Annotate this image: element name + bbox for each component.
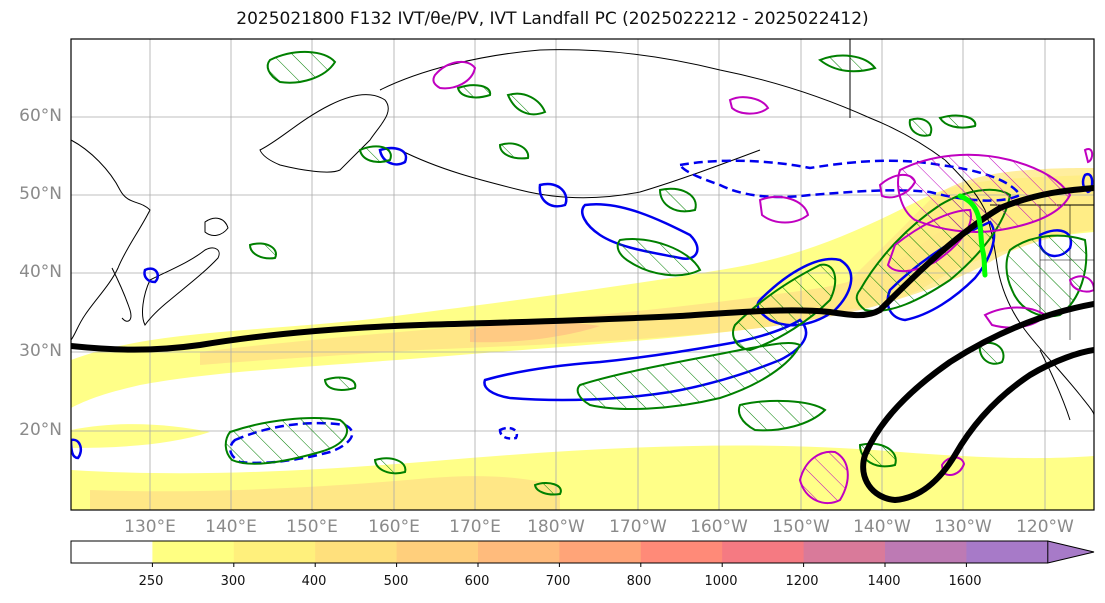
blue-contour-right-2 bbox=[1081, 172, 1094, 194]
blue-contour-small-2 bbox=[143, 267, 160, 284]
map-plot-area bbox=[71, 39, 1094, 510]
colorbar-label-800: 800 bbox=[626, 574, 652, 589]
ivt-band-max bbox=[470, 321, 600, 343]
lat-label-50: 50°N bbox=[19, 184, 62, 204]
map-title: 2025021800 F132 IVT/θe/PV, IVT Landfall … bbox=[236, 9, 869, 29]
colorbar bbox=[70, 540, 1095, 567]
green-contour-10 bbox=[576, 341, 802, 410]
green-contour-14 bbox=[224, 417, 348, 465]
blue-contour-subtropical bbox=[483, 318, 808, 402]
colorbar-label-400: 400 bbox=[301, 574, 327, 589]
colorbar-segment-10 bbox=[885, 541, 967, 563]
colorbar-segment-9 bbox=[803, 541, 886, 563]
green-contour-3 bbox=[506, 92, 547, 116]
colorbar-segment-7 bbox=[640, 541, 723, 563]
coast-alaska bbox=[379, 49, 946, 161]
blue-contour-north-ca bbox=[538, 182, 568, 208]
graticule bbox=[71, 39, 1094, 510]
magenta-contour-8 bbox=[798, 450, 849, 505]
coast-baja bbox=[1039, 349, 1071, 421]
lat-label-20: 20°N bbox=[19, 420, 62, 440]
lon-label-140e: 140°E bbox=[205, 517, 257, 537]
green-contour-17 bbox=[737, 399, 827, 432]
green-contour-19 bbox=[978, 342, 1005, 365]
coast-kamchatka bbox=[259, 94, 389, 173]
colorbar-label-300: 300 bbox=[220, 574, 246, 589]
colorbar-label-500: 500 bbox=[383, 574, 409, 589]
colorbar-segment-3 bbox=[315, 541, 398, 563]
green-contour-20 bbox=[533, 482, 562, 496]
green-contour-5 bbox=[938, 114, 977, 129]
coast-aleutians bbox=[399, 149, 761, 199]
green-contour-15 bbox=[323, 376, 357, 391]
colorbar-label-700: 700 bbox=[545, 574, 571, 589]
coast-japan bbox=[142, 247, 220, 326]
colorbar-segment-11 bbox=[966, 541, 1049, 563]
green-contour-7 bbox=[498, 142, 530, 160]
lat-label-30: 30°N bbox=[19, 341, 62, 361]
lon-label-120w: 120°W bbox=[1016, 517, 1074, 537]
colorbar-segment-4 bbox=[396, 541, 479, 563]
lon-label-130e: 130°E bbox=[124, 517, 176, 537]
colorbar-label-1600: 1600 bbox=[948, 574, 982, 589]
coast-korea bbox=[111, 267, 132, 322]
green-contour-21 bbox=[248, 242, 277, 260]
map-frame bbox=[70, 38, 1095, 511]
green-contour-9 bbox=[658, 187, 697, 213]
magenta-contour-11 bbox=[1083, 148, 1094, 164]
colorbar-label-1400: 1400 bbox=[867, 574, 901, 589]
colorbar-label-600: 600 bbox=[464, 574, 490, 589]
green-contour-4 bbox=[818, 54, 877, 73]
lat-label-60: 60°N bbox=[19, 106, 62, 126]
green-contour-16 bbox=[373, 457, 407, 475]
colorbar-segment-8 bbox=[722, 541, 805, 563]
coast-hokkaido bbox=[204, 217, 229, 236]
lon-label-170e: 170°E bbox=[449, 517, 501, 537]
lon-label-160w: 160°W bbox=[690, 517, 748, 537]
colorbar-label-250: 250 bbox=[138, 574, 164, 589]
lon-label-170w: 170°W bbox=[609, 517, 667, 537]
magenta-contour-4 bbox=[758, 195, 810, 224]
coastlines bbox=[71, 39, 1094, 421]
black-contour-main bbox=[71, 185, 1094, 353]
colorbar-label-1000: 1000 bbox=[704, 574, 738, 589]
thick-black-contours bbox=[71, 185, 1094, 504]
lon-label-150w: 150°W bbox=[772, 517, 830, 537]
landfall-line-path bbox=[957, 193, 988, 278]
colorbar-segment-1 bbox=[152, 541, 235, 563]
coast-asia bbox=[71, 139, 151, 341]
colorbar-segment-2 bbox=[233, 541, 316, 563]
lon-label-130w: 130°W bbox=[934, 517, 992, 537]
lon-label-180w: 180°W bbox=[527, 517, 585, 537]
magenta-contour-2 bbox=[728, 96, 770, 115]
green-contour-22 bbox=[908, 117, 933, 137]
colorbar-segment-6 bbox=[559, 541, 642, 563]
lat-label-40: 40°N bbox=[19, 262, 62, 282]
lon-label-160e: 160°E bbox=[368, 517, 420, 537]
green-contour-2 bbox=[456, 84, 492, 99]
colorbar-segment-5 bbox=[478, 541, 560, 563]
green-contour-8 bbox=[616, 238, 702, 277]
landfall-line bbox=[957, 193, 988, 278]
lon-label-150e: 150°E bbox=[286, 517, 338, 537]
lon-label-140w: 140°W bbox=[853, 517, 911, 537]
magenta-contour-1 bbox=[432, 60, 477, 90]
magenta-contour-5 bbox=[897, 153, 1072, 233]
green-contour-6 bbox=[358, 145, 392, 163]
magenta-contour-10 bbox=[1068, 275, 1094, 293]
black-contour-loop bbox=[860, 301, 1094, 504]
colorbar-label-1200: 1200 bbox=[785, 574, 819, 589]
ivt-band-tropical-core bbox=[90, 476, 560, 510]
green-contour-1 bbox=[266, 50, 337, 84]
colorbar-extend-arrow bbox=[1047, 540, 1095, 564]
ivt-band-mid-west bbox=[71, 424, 210, 448]
colorbar-segment-0 bbox=[71, 541, 153, 563]
blue-contour-dashed-small bbox=[498, 426, 519, 440]
